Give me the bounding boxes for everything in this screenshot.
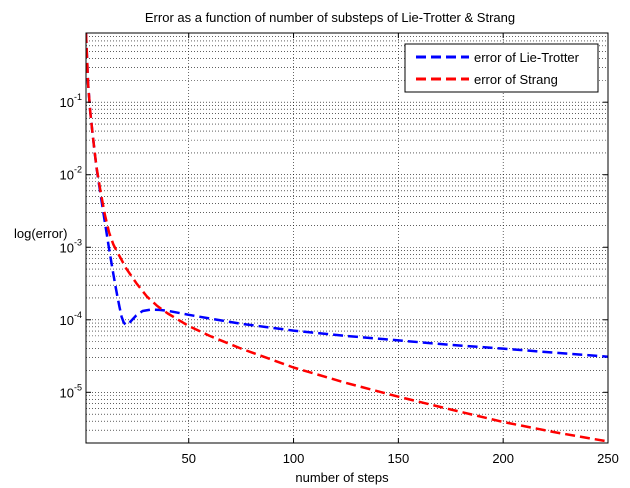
grid (86, 32, 609, 444)
series-line-strang (86, 33, 608, 443)
x-axis-ticks: 50 100 150 200 250 (181, 33, 619, 466)
y-tick-label: 10-2 (60, 165, 82, 183)
x-tick-label: 200 (492, 451, 514, 466)
legend-label-lie-trotter: error of Lie-Trotter (474, 50, 580, 65)
x-tick-label: 250 (597, 451, 619, 466)
y-tick-label: 10-1 (60, 92, 82, 110)
legend-box (404, 43, 599, 93)
chart-title: Error as a function of number of substep… (145, 10, 515, 25)
x-axis-label: number of steps (295, 470, 389, 485)
y-axis-label: log(error) (14, 226, 67, 241)
x-tick-label: 50 (181, 451, 195, 466)
x-tick-label: 100 (283, 451, 305, 466)
y-tick-label: 10-5 (60, 382, 82, 400)
y-tick-label: 10-4 (60, 310, 82, 328)
series-lines (86, 33, 608, 443)
x-tick-label: 150 (388, 451, 410, 466)
axes-box (85, 32, 609, 444)
legend-label-strang: error of Strang (474, 72, 558, 87)
y-axis-ticks: 10-5 10-4 10-3 10-2 10-1 (60, 92, 608, 400)
plot-area (86, 33, 608, 443)
y-tick-label: 10-3 (60, 237, 82, 255)
legend: error of Lie-Trotter error of Strang (404, 43, 599, 93)
